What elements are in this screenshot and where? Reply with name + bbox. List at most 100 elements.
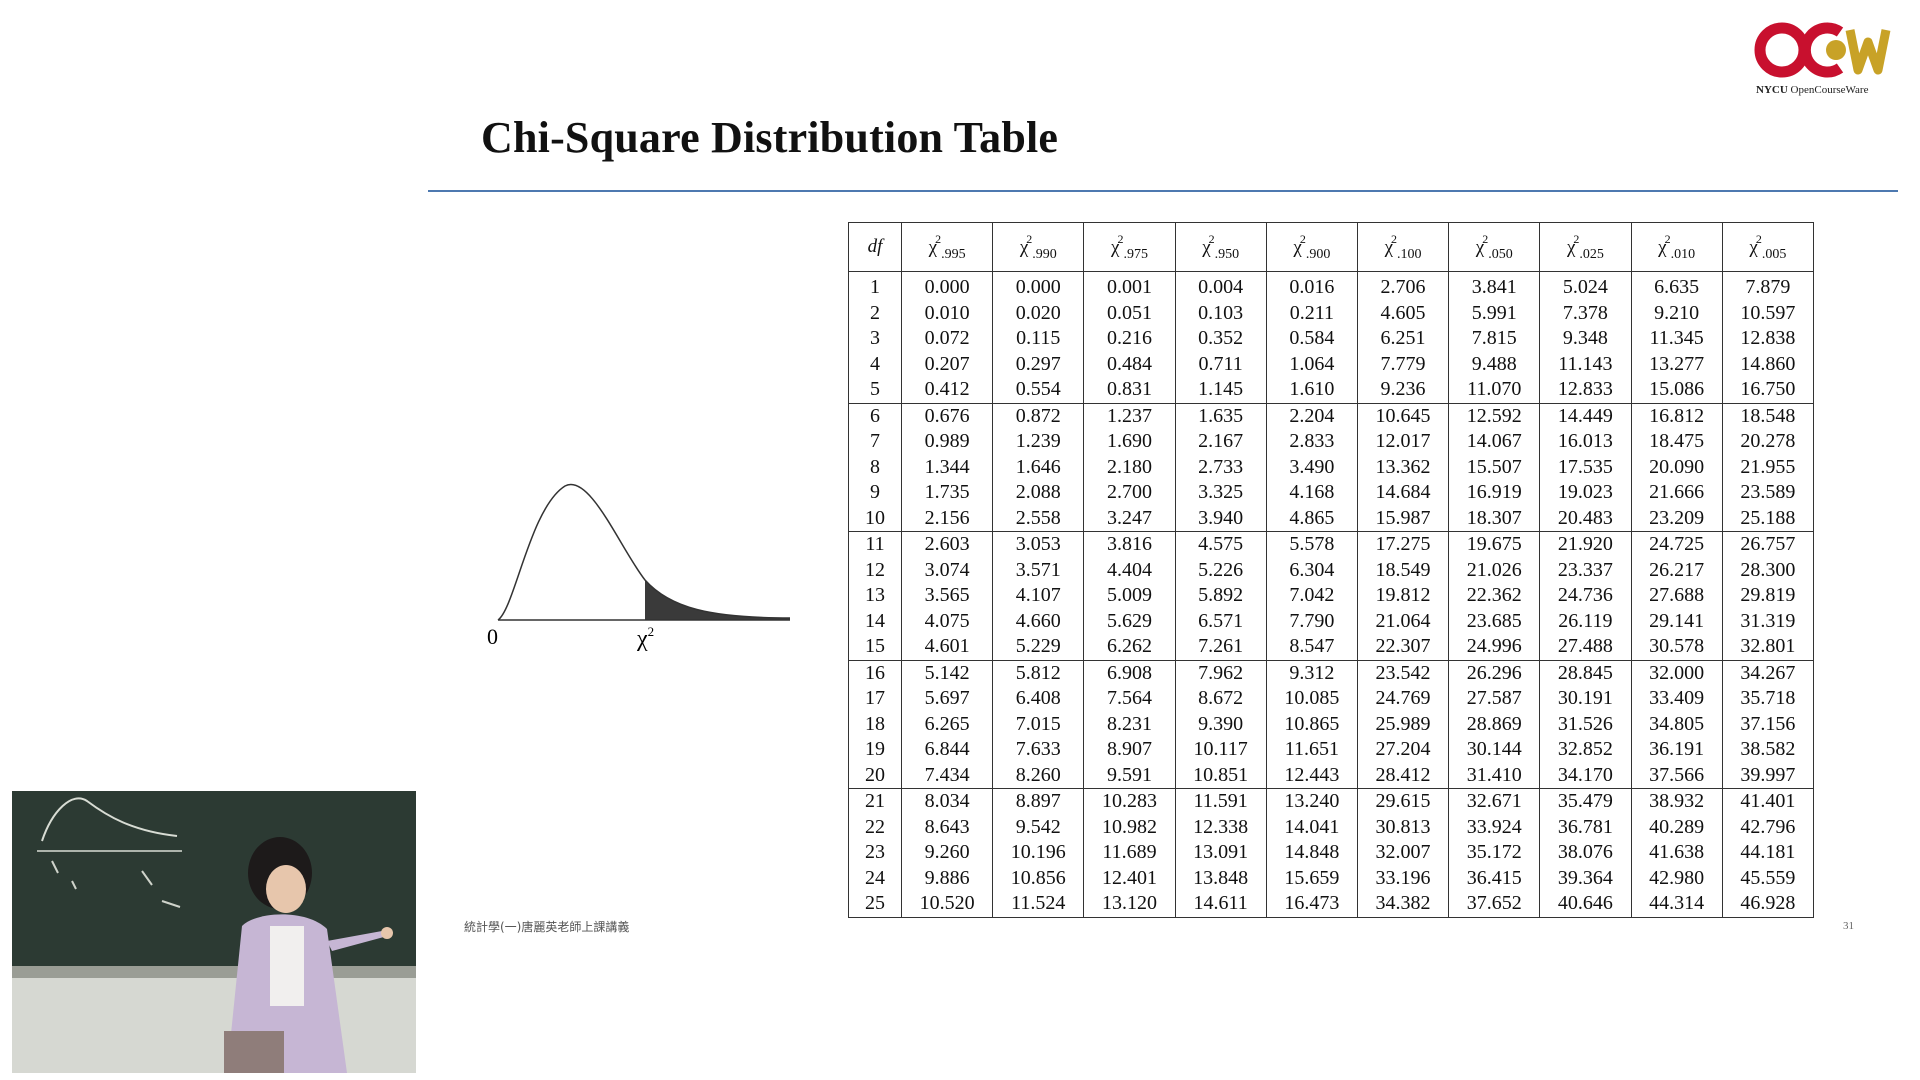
- value-cell: 26.757: [1721, 531, 1815, 558]
- df-cell: 1: [848, 271, 902, 301]
- column-header: χ2.025: [1539, 222, 1632, 272]
- value-cell: 16.013: [1539, 429, 1632, 455]
- table-row: 4 0.207 0.297 0.484 0.711 1.064 7.779 9.488 11.1…: [848, 351, 1815, 377]
- df-cell: 5: [848, 377, 902, 403]
- ocw-logo-mark: [1754, 22, 1891, 78]
- df-cell: 23: [848, 840, 902, 866]
- value-cell: 5.024: [1539, 271, 1632, 301]
- value-cell: 19.023: [1539, 480, 1632, 506]
- value-cell: 29.141: [1630, 608, 1723, 634]
- value-cell: 2.733: [1174, 454, 1267, 480]
- value-cell: 0.989: [900, 429, 994, 455]
- value-cell: 17.535: [1539, 454, 1632, 480]
- value-cell: 0.831: [1083, 377, 1176, 403]
- value-cell: 19.675: [1448, 531, 1541, 558]
- column-header: χ2.900: [1265, 222, 1358, 272]
- value-cell: 20.483: [1539, 505, 1632, 532]
- value-cell: 14.041: [1265, 814, 1358, 840]
- value-cell: 0.297: [992, 351, 1085, 377]
- value-cell: 12.401: [1083, 865, 1176, 891]
- value-cell: 6.251: [1356, 326, 1450, 352]
- value-cell: 7.564: [1083, 686, 1176, 712]
- nycu-ocw-logo: NYCU OpenCourseWare: [1752, 14, 1912, 104]
- value-cell: 17.275: [1356, 531, 1450, 558]
- value-cell: 10.085: [1265, 686, 1358, 712]
- value-cell: 0.412: [900, 377, 994, 403]
- df-cell: 10: [848, 505, 902, 532]
- value-cell: 6.635: [1630, 271, 1723, 301]
- table-row: 3 0.072 0.115 0.216 0.352 0.584 6.251 7.815 9.34…: [848, 326, 1815, 352]
- value-cell: 10.865: [1265, 711, 1358, 737]
- value-cell: 34.267: [1721, 659, 1815, 686]
- value-cell: 10.597: [1721, 300, 1815, 326]
- value-cell: 23.589: [1721, 480, 1815, 506]
- df-cell: 22: [848, 814, 902, 840]
- value-cell: 9.260: [900, 840, 994, 866]
- slide-title: Chi-Square Distribution Table: [481, 113, 1059, 162]
- value-cell: 13.848: [1174, 865, 1267, 891]
- value-cell: 3.247: [1083, 505, 1176, 532]
- value-cell: 6.908: [1083, 659, 1176, 686]
- value-cell: 24.736: [1539, 583, 1632, 609]
- df-cell: 8: [848, 454, 902, 480]
- value-cell: 26.217: [1630, 557, 1723, 583]
- df-cell: 9: [848, 480, 902, 506]
- value-cell: 8.643: [900, 814, 994, 840]
- column-header: χ2.010: [1630, 222, 1723, 272]
- value-cell: 0.010: [900, 300, 994, 326]
- value-cell: 12.838: [1721, 326, 1815, 352]
- value-cell: 8.034: [900, 788, 994, 815]
- value-cell: 13.277: [1630, 351, 1723, 377]
- value-cell: 32.801: [1721, 634, 1815, 660]
- value-cell: 3.571: [992, 557, 1085, 583]
- value-cell: 3.490: [1265, 454, 1358, 480]
- table-row: 2 0.010 0.020 0.051 0.103 0.211 4.605 5.991 7.37…: [848, 300, 1815, 326]
- df-cell: 2: [848, 300, 902, 326]
- table-row: 10 2.156 2.558 3.247 3.940 4.865 15.987 18.307 2…: [848, 505, 1815, 532]
- value-cell: 9.210: [1630, 300, 1723, 326]
- value-cell: 0.484: [1083, 351, 1176, 377]
- value-cell: 8.260: [992, 762, 1085, 789]
- value-cell: 11.070: [1448, 377, 1541, 403]
- table-row: 15 4.601 5.229 6.262 7.261 8.547 22.307 24.996 2…: [848, 634, 1815, 660]
- value-cell: 0.004: [1174, 271, 1267, 301]
- value-cell: 0.016: [1265, 271, 1358, 301]
- value-cell: 3.816: [1083, 531, 1176, 558]
- value-cell: 15.659: [1265, 865, 1358, 891]
- value-cell: 37.652: [1448, 891, 1541, 918]
- value-cell: 0.554: [992, 377, 1085, 403]
- chi-square-density-figure: 0 χ2: [487, 483, 791, 652]
- table-row: 22 8.643 9.542 10.982 12.338 14.041 30.813 33.9…: [848, 814, 1815, 840]
- column-header: χ2.990: [992, 222, 1085, 272]
- table-row: 17 5.697 6.408 7.564 8.672 10.085 24.769 27.587…: [848, 686, 1815, 712]
- value-cell: 30.144: [1448, 737, 1541, 763]
- chi-square-label: χ2: [636, 624, 654, 652]
- column-header: χ2.950: [1174, 222, 1267, 272]
- value-cell: 7.261: [1174, 634, 1267, 660]
- value-cell: 6.571: [1174, 608, 1267, 634]
- value-cell: 9.542: [992, 814, 1085, 840]
- value-cell: 10.117: [1174, 737, 1267, 763]
- value-cell: 1.735: [900, 480, 994, 506]
- value-cell: 9.312: [1265, 659, 1358, 686]
- value-cell: 26.119: [1539, 608, 1632, 634]
- value-cell: 3.074: [900, 557, 994, 583]
- value-cell: 7.879: [1721, 271, 1815, 301]
- value-cell: 7.378: [1539, 300, 1632, 326]
- value-cell: 18.548: [1721, 402, 1815, 429]
- value-cell: 14.860: [1721, 351, 1815, 377]
- value-cell: 36.415: [1448, 865, 1541, 891]
- table-row: 1 0.000 0.000 0.001 0.004 0.016 2.706 3.841 5.02…: [848, 271, 1815, 301]
- value-cell: 28.300: [1721, 557, 1815, 583]
- df-cell: 4: [848, 351, 902, 377]
- df-cell: 13: [848, 583, 902, 609]
- value-cell: 0.211: [1265, 300, 1358, 326]
- value-cell: 5.991: [1448, 300, 1541, 326]
- value-cell: 10.982: [1083, 814, 1176, 840]
- value-cell: 35.718: [1721, 686, 1815, 712]
- value-cell: 5.629: [1083, 608, 1176, 634]
- table-row: 5 0.412 0.554 0.831 1.145 1.610 9.236 11.070 12.…: [848, 377, 1815, 403]
- table-row: 11 2.603 3.053 3.816 4.575 5.578 17.275 19.675 2…: [848, 531, 1815, 558]
- df-cell: 7: [848, 429, 902, 455]
- value-cell: 5.142: [900, 659, 994, 686]
